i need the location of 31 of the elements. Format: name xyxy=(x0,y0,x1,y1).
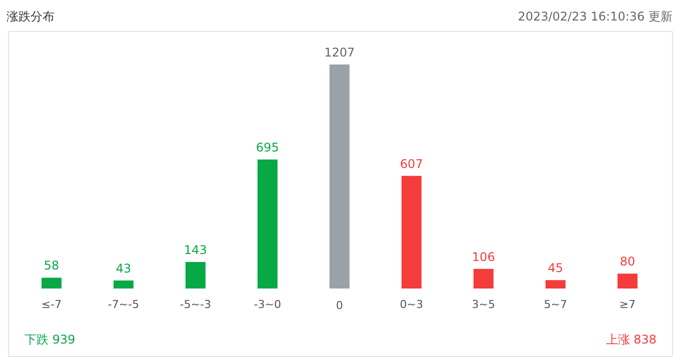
data-label: 143 xyxy=(184,242,207,257)
data-label: 607 xyxy=(400,156,423,171)
x-tick-label: -5~-3 xyxy=(180,298,212,311)
bar xyxy=(546,280,566,288)
data-label: 58 xyxy=(44,258,60,273)
data-label: 106 xyxy=(472,250,495,264)
text: 下跌 939 xyxy=(24,332,76,346)
x-tick-label: -3~0 xyxy=(254,298,282,311)
chart-title: 涨跌分布 xyxy=(6,10,54,24)
data-label: 695 xyxy=(256,140,279,155)
bar xyxy=(618,274,638,288)
x-tick-label: ≥7 xyxy=(619,298,636,311)
bar xyxy=(330,64,350,288)
x-tick-label: 5~7 xyxy=(544,298,568,311)
bar xyxy=(402,176,422,288)
x-tick-label: 0 xyxy=(336,299,343,312)
data-label: 43 xyxy=(116,262,132,276)
x-tick-label: 3~5 xyxy=(472,298,496,311)
data-label: 1207 xyxy=(324,46,355,60)
x-tick-label: -7~-5 xyxy=(108,298,140,311)
data-label: 80 xyxy=(620,254,636,269)
bar xyxy=(186,262,206,288)
bar xyxy=(474,268,494,288)
data-label: 45 xyxy=(548,261,564,276)
x-tick-label: ≤-7 xyxy=(41,298,62,311)
bar xyxy=(258,160,278,288)
bar xyxy=(114,280,134,288)
text: 上涨 838 xyxy=(606,332,656,346)
bar xyxy=(42,278,62,288)
x-tick-label: 0~3 xyxy=(400,298,424,311)
text: 2023/02/23 16:10:36 更新 xyxy=(518,10,672,24)
